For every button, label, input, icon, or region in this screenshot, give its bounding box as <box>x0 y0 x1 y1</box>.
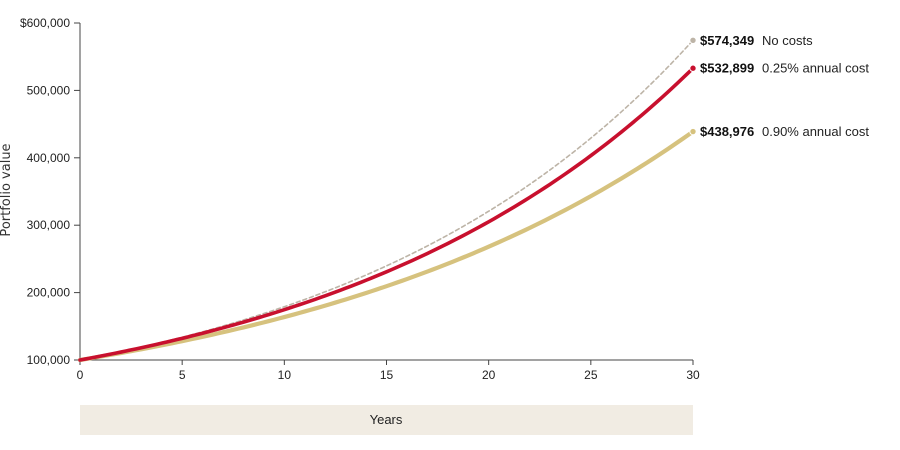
series-end-value: $438,976 <box>700 124 754 139</box>
y-tick-label: $600,000 <box>20 16 70 30</box>
x-axis-label: Years <box>370 412 403 427</box>
series-line-0-90-annual-cost <box>77 129 696 363</box>
x-tick-label: 25 <box>584 368 598 382</box>
y-tick-label: 300,000 <box>27 218 71 232</box>
series-end-marker <box>689 127 697 136</box>
series-line-no-costs <box>79 39 694 361</box>
x-tick-label: 0 <box>77 368 84 382</box>
series-end-marker <box>689 64 697 72</box>
series-name-label: 0.25% annual cost <box>762 61 869 76</box>
series-line-0-25-annual-cost <box>78 66 695 362</box>
x-tick-label: 10 <box>278 368 292 382</box>
x-axis-label-band <box>80 405 693 435</box>
series-name-label: No costs <box>762 33 813 48</box>
y-tick-label: 100,000 <box>27 353 71 367</box>
series-name-label: 0.90% annual cost <box>762 124 869 139</box>
series-end-value: $532,899 <box>700 61 754 76</box>
y-axis-label: Portfolio value <box>0 143 14 236</box>
y-tick-label: 400,000 <box>27 151 71 165</box>
x-tick-label: 15 <box>380 368 394 382</box>
y-tick-label: 500,000 <box>27 83 71 97</box>
series-end-marker <box>689 36 697 44</box>
x-tick-label: 5 <box>179 368 186 382</box>
x-tick-label: 30 <box>686 368 700 382</box>
y-tick-label: 200,000 <box>27 286 71 300</box>
x-tick-label: 20 <box>482 368 496 382</box>
series-end-value: $574,349 <box>700 33 754 48</box>
